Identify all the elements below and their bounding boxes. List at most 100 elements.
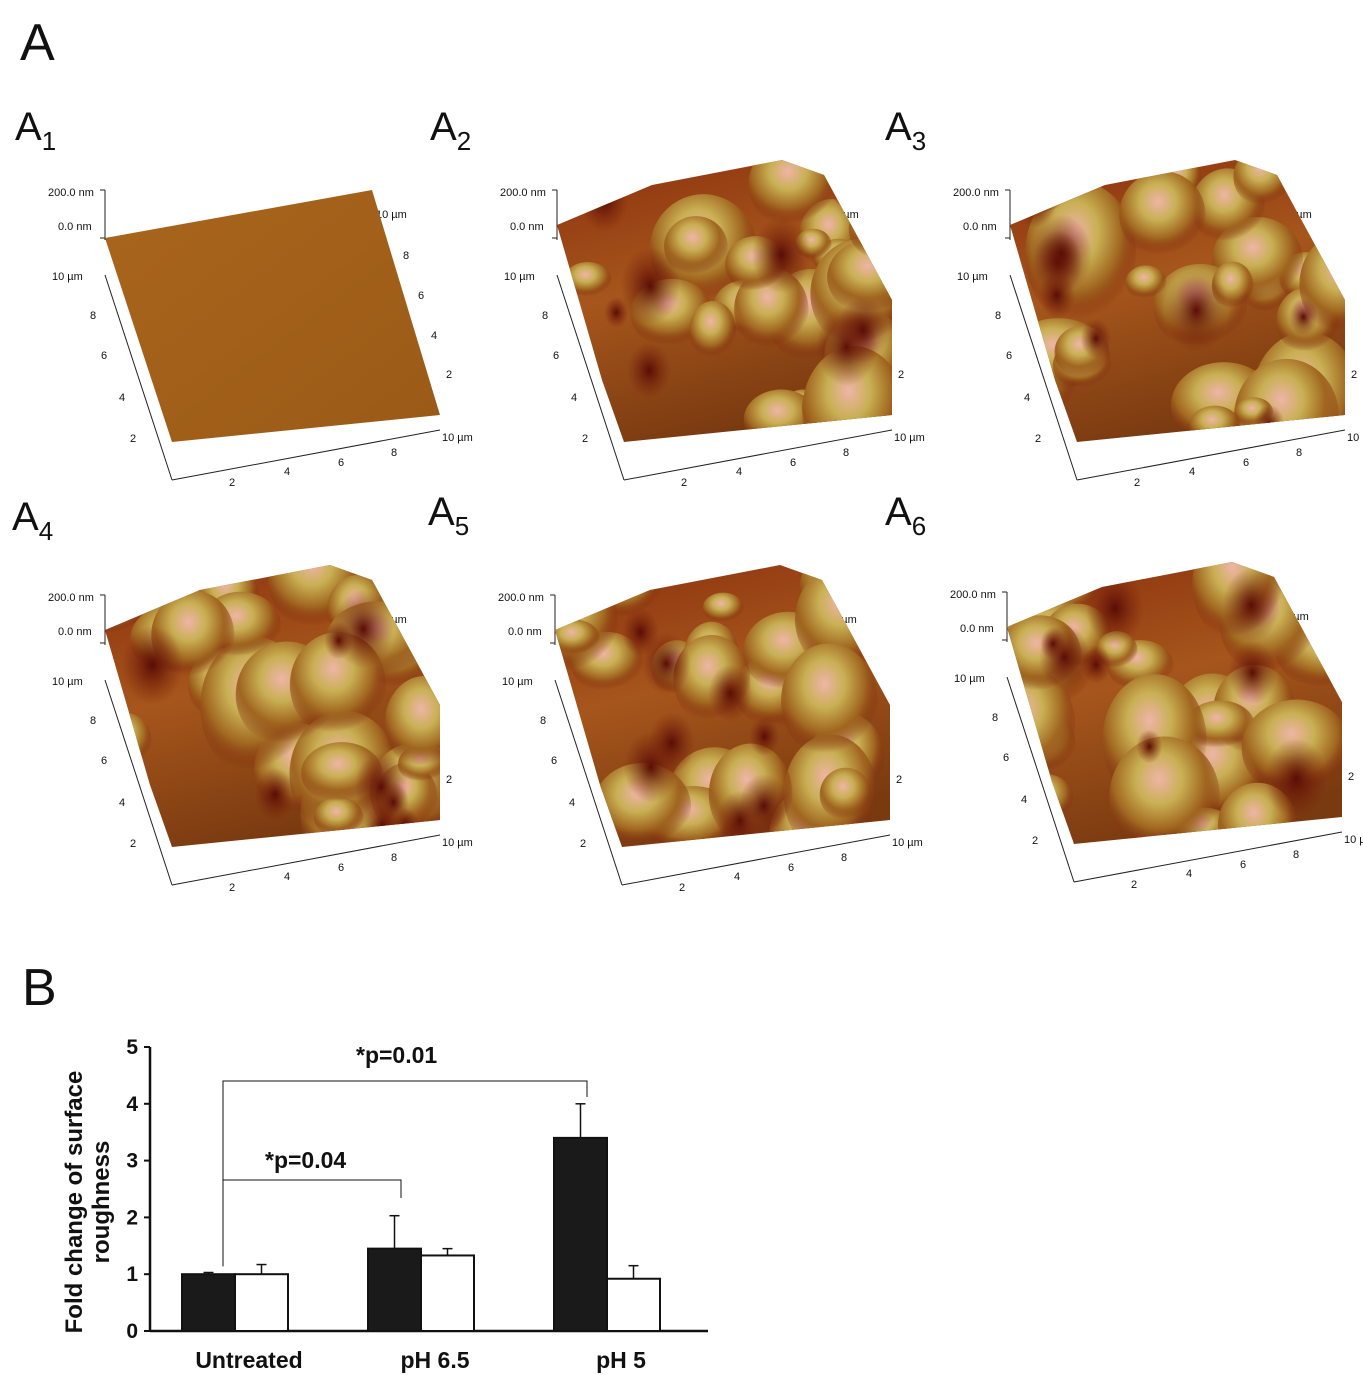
surface-pit [580, 169, 629, 232]
surface-peak [549, 619, 600, 655]
extent-label: 10 µm [442, 837, 473, 849]
surface-peak [583, 567, 619, 610]
surface-peak [557, 564, 600, 610]
surface-peak [524, 568, 617, 676]
afm-panel: A4200.0 nm0.0 nm10 µm10 µm10 µm222444666… [12, 495, 473, 894]
extent-label: 10 µm [502, 676, 533, 688]
afm-tick-label: 8 [540, 715, 546, 727]
x-tick-label: pH 6.5 [400, 1347, 469, 1373]
surface-pit [122, 625, 184, 705]
bar [235, 1274, 288, 1331]
extent-label: 10 µm [957, 271, 988, 283]
extent-label: 10 µm [1347, 432, 1363, 444]
surface-peak [1119, 171, 1205, 258]
afm-tick-label: 4 [284, 466, 290, 478]
surface-peak [1189, 406, 1240, 445]
surface-pit [1223, 568, 1280, 642]
afm-tick-label: 2 [1131, 879, 1137, 891]
surface-pit [1228, 641, 1277, 705]
panel-letter: A [12, 495, 39, 539]
panel-label: A5 [428, 490, 469, 541]
surface-pit [648, 713, 695, 774]
afm-tick-label: 2 [446, 369, 452, 381]
surface-pit [1265, 738, 1327, 819]
surface-pit [1136, 730, 1162, 764]
panel-label: B [22, 959, 57, 1017]
surface-pit [627, 342, 671, 399]
extent-label: 10 µm [504, 271, 535, 283]
afm-tick-label: 6 [101, 350, 107, 362]
afm-tick-label: 2 [229, 882, 235, 894]
panel-label: A6 [885, 490, 926, 541]
figure: A B A1200.0 nm0.0 nm10 µm10 µm10 µm22244… [0, 0, 1363, 1375]
y-tick-label: 0 [126, 1320, 138, 1343]
z-bottom-label: 0.0 nm [963, 221, 997, 233]
surface-pit [1040, 627, 1066, 660]
panel-letter: A [15, 105, 42, 149]
surface-peak [1020, 184, 1062, 214]
surface-pit [1254, 405, 1284, 444]
surface-peak [1233, 147, 1292, 207]
panel-label: A2 [430, 105, 471, 156]
surface-pit [749, 717, 779, 757]
y-axis-label: Fold change of surface roughness [61, 1057, 115, 1347]
surface-peak [781, 643, 877, 759]
afm-tick-label: 4 [1186, 868, 1192, 880]
z-bottom-label: 0.0 nm [58, 221, 92, 233]
panel-label: A [20, 14, 55, 72]
z-top-label: 200.0 nm [500, 187, 546, 199]
panel-label: A1 [15, 105, 56, 156]
extent-label: 10 µm [442, 432, 473, 444]
afm-tick-label: 4 [736, 466, 742, 478]
bar [421, 1255, 474, 1331]
afm-tick-label: 2 [1134, 477, 1140, 489]
surface-pit [752, 216, 811, 293]
afm-tick-label: 4 [284, 871, 290, 883]
afm-tick-label: 8 [841, 852, 847, 864]
extent-label: 10 µm [1344, 834, 1363, 846]
afm-surface [105, 190, 440, 442]
panel-letter: A [430, 105, 457, 149]
afm-tick-label: 4 [734, 871, 740, 883]
afm-tick-label: 2 [681, 477, 687, 489]
surface-pit [324, 622, 353, 660]
surface-peak [690, 301, 736, 359]
afm-tick-label: 8 [1293, 849, 1299, 861]
bar [554, 1138, 607, 1331]
surface-pit [255, 768, 296, 821]
y-tick-label: 1 [126, 1263, 138, 1286]
afm-surface [524, 545, 930, 883]
significance-label: *p=0.01 [356, 1042, 437, 1068]
afm-tick-label: 2 [130, 433, 136, 445]
afm-tick-label: 2 [896, 774, 902, 786]
afm-tick-label: 4 [119, 392, 125, 404]
afm-tick-label: 4 [1024, 392, 1030, 404]
surface-pit [1081, 319, 1112, 359]
afm-tick-label: 2 [580, 838, 586, 850]
afm-tick-label: 6 [553, 350, 559, 362]
afm-tick-label: 8 [992, 712, 998, 724]
afm-tick-label: 6 [1006, 350, 1012, 362]
afm-tick-label: 2 [679, 882, 685, 894]
bar [182, 1274, 235, 1331]
afm-tick-label: 2 [1348, 771, 1354, 783]
z-top-label: 200.0 nm [48, 187, 94, 199]
afm-tick-label: 6 [551, 755, 557, 767]
panel-letter: A [428, 490, 455, 534]
afm-tick-label: 4 [1021, 794, 1027, 806]
extent-label: 10 µm [954, 673, 985, 685]
afm-tick-label: 4 [431, 330, 437, 342]
z-bottom-label: 0.0 nm [960, 623, 994, 635]
surface-peak [1109, 737, 1220, 857]
afm-tick-label: 6 [1003, 752, 1009, 764]
surface-pit [1081, 645, 1111, 684]
extent-label: 10 µm [52, 676, 83, 688]
bar [607, 1279, 660, 1331]
afm-tick-label: 2 [130, 838, 136, 850]
surface-peak [830, 156, 894, 214]
afm-tick-label: 2 [446, 774, 452, 786]
z-top-label: 200.0 nm [498, 592, 544, 604]
afm-tick-label: 6 [1243, 457, 1249, 469]
